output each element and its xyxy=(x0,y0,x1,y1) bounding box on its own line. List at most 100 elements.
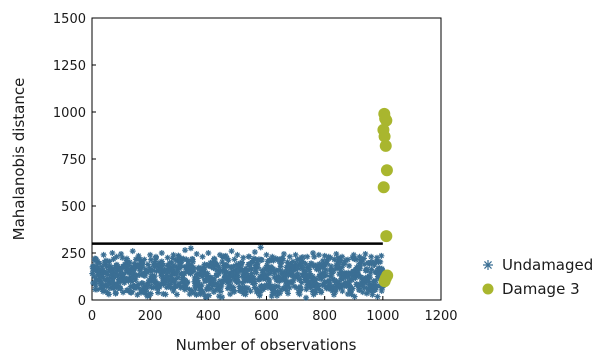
undamaged-point xyxy=(298,254,305,261)
x-tick-label: 800 xyxy=(312,309,337,324)
undamaged-point xyxy=(348,291,355,298)
undamaged-point xyxy=(290,277,297,284)
undamaged-point xyxy=(217,288,224,295)
undamaged-point xyxy=(326,286,333,293)
undamaged-point xyxy=(246,253,253,260)
undamaged-point xyxy=(230,284,237,291)
undamaged-point xyxy=(197,291,204,298)
undamaged-point xyxy=(169,255,176,262)
undamaged-point xyxy=(360,274,367,281)
undamaged-point xyxy=(321,252,328,259)
undamaged-point xyxy=(258,256,265,263)
undamaged-point xyxy=(286,253,293,260)
undamaged-point xyxy=(94,277,101,284)
undamaged-point xyxy=(134,284,141,291)
undamaged-point xyxy=(158,250,165,256)
undamaged-point xyxy=(253,269,260,276)
undamaged-point xyxy=(205,250,212,256)
undamaged-point xyxy=(191,289,198,296)
undamaged-point xyxy=(294,265,301,272)
undamaged-point xyxy=(355,283,362,290)
undamaged-point xyxy=(96,260,103,267)
undamaged-point xyxy=(276,277,283,284)
undamaged-point xyxy=(205,292,212,299)
undamaged-point xyxy=(97,271,104,278)
undamaged-point xyxy=(231,256,238,263)
undamaged-point xyxy=(147,290,154,297)
undamaged-point xyxy=(238,265,245,272)
undamaged-point xyxy=(173,291,180,298)
undamaged-point xyxy=(165,269,172,276)
undamaged-point xyxy=(194,275,201,282)
undamaged-point xyxy=(369,291,376,298)
undamaged-point xyxy=(202,277,209,284)
undamaged-point xyxy=(99,263,106,270)
undamaged-point xyxy=(345,278,352,285)
damage-3-point xyxy=(380,114,393,127)
undamaged-point xyxy=(118,250,125,257)
undamaged-point xyxy=(91,279,98,286)
undamaged-point xyxy=(164,254,171,261)
undamaged-point xyxy=(162,291,169,298)
undamaged-point xyxy=(344,256,351,263)
undamaged-point xyxy=(309,288,316,295)
undamaged-point xyxy=(367,274,374,281)
undamaged-point xyxy=(182,263,189,270)
undamaged-point xyxy=(307,284,314,291)
undamaged-point xyxy=(102,269,109,276)
undamaged-point xyxy=(167,284,174,291)
undamaged-point xyxy=(226,274,233,281)
y-tick-label: 750 xyxy=(61,153,86,168)
undamaged-point xyxy=(131,265,138,272)
undamaged-point xyxy=(215,282,222,289)
x-tick-label: 200 xyxy=(138,309,163,324)
undamaged-point xyxy=(193,291,200,298)
undamaged-point xyxy=(186,291,193,298)
undamaged-point xyxy=(314,282,321,289)
undamaged-point xyxy=(379,284,386,291)
undamaged-point xyxy=(144,261,151,268)
undamaged-point xyxy=(127,267,134,274)
undamaged-point xyxy=(349,276,355,283)
undamaged-point xyxy=(211,276,218,283)
undamaged-point xyxy=(168,276,175,283)
damage-3-point xyxy=(378,130,391,143)
undamaged-point xyxy=(277,263,284,270)
undamaged-point xyxy=(104,271,111,278)
undamaged-point xyxy=(292,251,299,258)
undamaged-point xyxy=(274,288,281,295)
undamaged-point xyxy=(372,286,379,293)
undamaged-point xyxy=(324,256,331,263)
undamaged-point xyxy=(196,271,203,278)
undamaged-point xyxy=(339,288,346,295)
undamaged-point xyxy=(156,284,163,291)
undamaged-point xyxy=(93,263,100,270)
undamaged-point xyxy=(224,279,231,286)
undamaged-series xyxy=(89,244,386,301)
undamaged-point xyxy=(222,252,229,259)
undamaged-point xyxy=(225,263,232,270)
undamaged-point xyxy=(373,269,380,276)
undamaged-point xyxy=(259,267,266,274)
undamaged-point xyxy=(155,259,162,266)
undamaged-point xyxy=(327,273,334,280)
undamaged-point xyxy=(162,279,169,286)
undamaged-point xyxy=(207,285,214,292)
undamaged-point xyxy=(309,273,316,280)
undamaged-point xyxy=(126,259,133,266)
undamaged-point xyxy=(136,256,143,263)
undamaged-point xyxy=(244,272,251,279)
undamaged-point xyxy=(189,258,196,265)
undamaged-point xyxy=(323,260,330,267)
undamaged-point xyxy=(242,291,249,298)
undamaged-point xyxy=(102,261,109,268)
undamaged-point xyxy=(118,276,125,283)
undamaged-point xyxy=(191,282,198,289)
undamaged-point xyxy=(199,253,206,260)
undamaged-point xyxy=(188,287,195,294)
damage-3-point xyxy=(380,230,393,243)
undamaged-point xyxy=(369,287,376,294)
undamaged-point xyxy=(306,270,313,277)
undamaged-point xyxy=(167,268,174,275)
